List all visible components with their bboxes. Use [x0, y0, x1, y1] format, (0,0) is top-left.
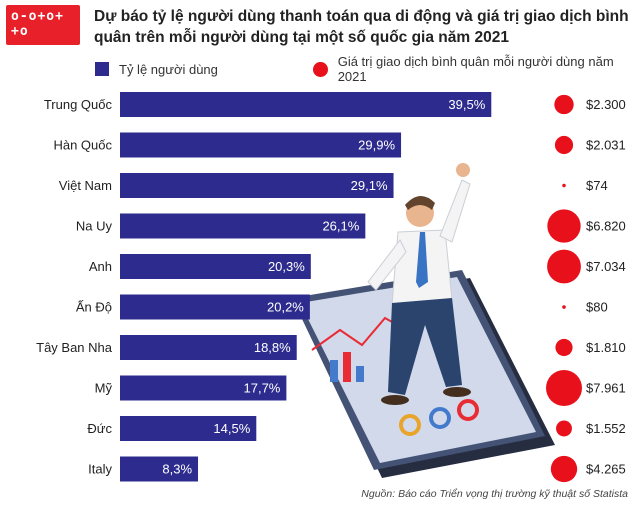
bar-value-label: 39,5% — [448, 97, 485, 112]
bar-value-label: 20,3% — [268, 259, 305, 274]
value-dot — [546, 370, 582, 406]
category-label: Na Uy — [76, 219, 113, 234]
bar-value-label: 8,3% — [162, 462, 192, 477]
category-label: Đức — [87, 421, 112, 436]
illustration — [292, 163, 555, 478]
bar — [120, 173, 394, 198]
bar — [120, 456, 199, 482]
category-label: Mỹ — [95, 381, 113, 396]
bar-value-label: 29,9% — [358, 138, 395, 153]
value-dot — [562, 305, 566, 309]
transaction-value-label: $1.810 — [586, 340, 626, 355]
transaction-value-label: $7.034 — [586, 259, 626, 274]
value-dot — [554, 135, 574, 155]
value-dot — [556, 420, 572, 437]
bar — [120, 335, 297, 360]
legend-item-users: Tỷ lệ người dùng — [95, 60, 218, 78]
person-shoe-icon-2 — [443, 387, 471, 397]
bar — [120, 294, 310, 320]
value-dot — [550, 455, 578, 483]
transaction-value-label: $7.961 — [586, 381, 626, 396]
category-label: Hàn Quốc — [53, 138, 112, 153]
category-label: Tây Ban Nha — [36, 340, 113, 355]
legend-item-value: Giá trị giao dịch bình quân mỗi người dù… — [313, 54, 640, 84]
value-dot — [547, 249, 581, 284]
person-raised-arm-icon — [439, 179, 471, 243]
transaction-value-label: $80 — [586, 300, 608, 315]
bar — [120, 416, 257, 441]
bar — [120, 132, 402, 158]
person-hand-icon — [456, 163, 470, 177]
chart-title: Dự báo tỷ lệ người dùng thanh toán qua d… — [94, 8, 629, 46]
bar-value-label: 18,8% — [254, 340, 291, 355]
screen-bar-icon — [330, 360, 338, 382]
value-dot — [554, 94, 574, 115]
category-label: Anh — [89, 259, 112, 274]
screen-bar-icon-2 — [343, 352, 351, 382]
value-dot — [562, 183, 566, 188]
bar-value-label: 14,5% — [213, 421, 250, 436]
transaction-value-label: $4.265 — [586, 462, 626, 477]
value-dot — [555, 338, 573, 357]
bar — [120, 92, 492, 117]
bar-value-label: 29,1% — [351, 178, 388, 193]
person-shoe-icon — [381, 395, 409, 405]
person-tie-icon — [416, 232, 428, 288]
screen-bar-icon-3 — [356, 366, 364, 382]
transaction-value-label: $2.031 — [586, 138, 626, 153]
person-hair-icon — [405, 195, 435, 210]
source-note: Nguồn: Báo cáo Triển vọng thị trường kỹ … — [361, 488, 628, 500]
person-arm-icon — [367, 239, 407, 291]
screen-donut-icon — [399, 414, 421, 436]
person-trousers-icon — [388, 298, 462, 395]
screen-donut-icon-3 — [457, 399, 479, 421]
category-label: Italy — [88, 462, 112, 477]
category-label: Ấn Độ — [76, 300, 112, 315]
phone-screen-icon — [300, 277, 536, 463]
logo: o-o+o+ +o — [6, 5, 80, 45]
screen-donut-icon-2 — [429, 407, 451, 429]
transaction-value-label: $1.552 — [586, 421, 626, 436]
legend-bar-swatch — [95, 62, 109, 76]
legend-label-value: Giá trị giao dịch bình quân mỗi người dù… — [337, 54, 614, 84]
transaction-value-label: $74 — [586, 178, 608, 193]
legend-dot-swatch — [313, 61, 328, 77]
transaction-value-label: $6.820 — [586, 219, 626, 234]
transaction-value-label: $2.300 — [586, 97, 626, 112]
bar — [120, 254, 311, 279]
legend-label-users: Tỷ lệ người dùng — [119, 61, 218, 77]
category-label: Việt Nam — [59, 178, 112, 193]
value-dot — [547, 209, 581, 243]
bar-value-label: 20,2% — [267, 300, 304, 315]
bar-value-label: 26,1% — [322, 219, 359, 234]
bar — [120, 213, 366, 239]
bar-value-label: 17,7% — [244, 381, 281, 396]
bar — [120, 375, 287, 401]
category-label: Trung Quốc — [44, 97, 113, 112]
